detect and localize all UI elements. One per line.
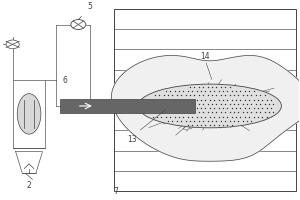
Bar — [13, 80, 46, 148]
Ellipse shape — [17, 94, 41, 134]
Polygon shape — [111, 55, 300, 161]
Bar — [114, 9, 296, 191]
Text: 6: 6 — [62, 76, 67, 85]
Text: 14: 14 — [200, 52, 210, 61]
Bar — [60, 99, 195, 113]
Text: 7: 7 — [113, 187, 118, 196]
Text: 2: 2 — [27, 181, 32, 190]
Text: 13: 13 — [127, 135, 137, 144]
Circle shape — [6, 40, 19, 49]
Circle shape — [71, 20, 86, 29]
Ellipse shape — [138, 84, 281, 128]
Text: 5: 5 — [88, 2, 93, 11]
